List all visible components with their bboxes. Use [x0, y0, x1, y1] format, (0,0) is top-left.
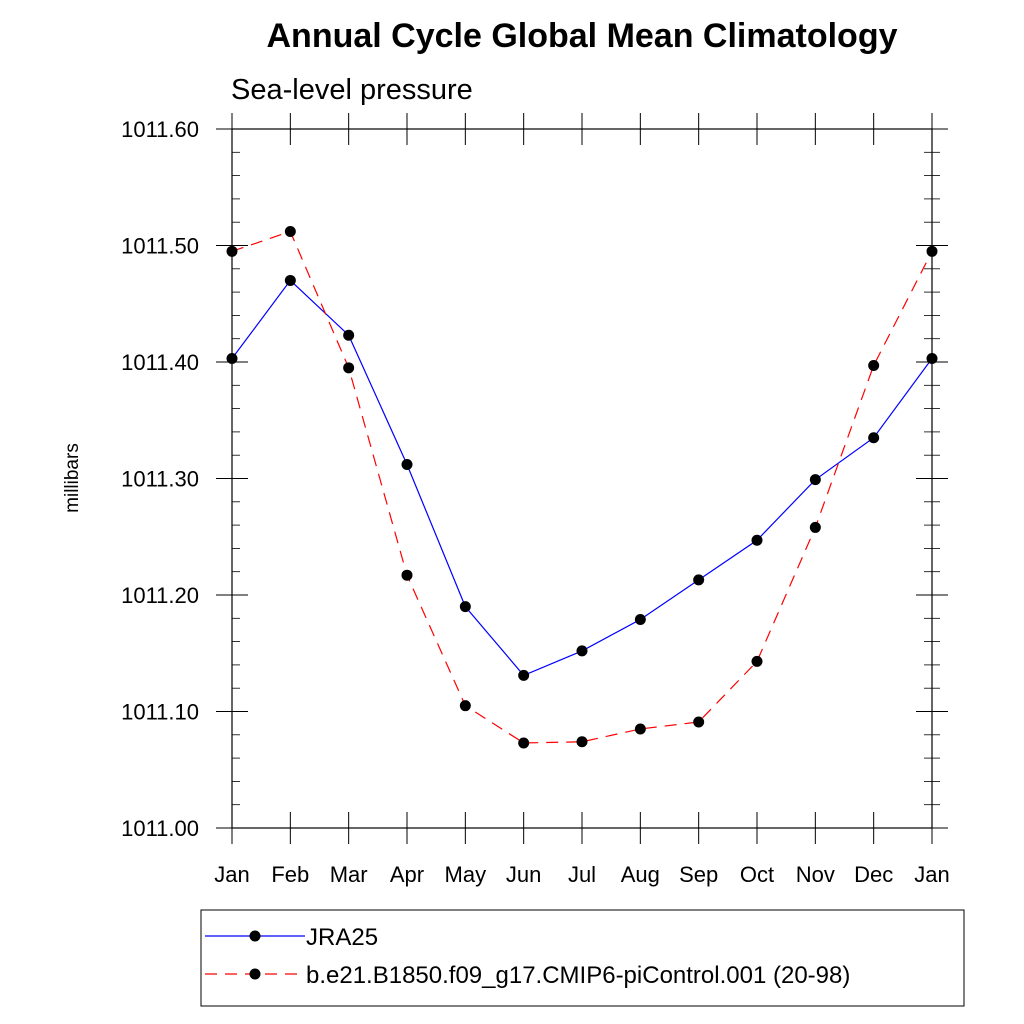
- data-point: [459, 601, 471, 613]
- x-tick-label: May: [445, 862, 487, 887]
- minor-ticks: [232, 128, 940, 829]
- data-point: [284, 274, 296, 286]
- legend-marker: [249, 968, 261, 980]
- data-point: [226, 353, 238, 365]
- data-point: [634, 723, 646, 735]
- x-tick-label: Mar: [330, 862, 368, 887]
- x-tick-label: Nov: [796, 862, 835, 887]
- chart-title: Annual Cycle Global Mean Climatology: [267, 17, 898, 55]
- legend: JRA25 b.e21.B1850.f09_g17.CMIP6-piControl…: [200, 909, 965, 1007]
- y-tick-label: 1011.10: [121, 700, 199, 725]
- y-tick-label: 1011.50: [121, 234, 199, 259]
- data-point: [926, 245, 938, 257]
- data-point: [809, 474, 821, 486]
- x-tick-label: Feb: [271, 862, 309, 887]
- legend-label: JRA25: [306, 924, 378, 951]
- y-tick-labels: 1011.00 1011.10 1011.20 1011.30 1011.40 1011.…: [121, 117, 199, 841]
- x-tick-label: Oct: [740, 862, 774, 887]
- data-point: [868, 359, 880, 371]
- data-point: [634, 613, 646, 625]
- y-axis-label: millibars: [62, 443, 83, 513]
- data-point: [693, 716, 705, 728]
- data-point: [751, 534, 763, 546]
- x-tick-label: Jun: [506, 862, 541, 887]
- x-tick-label: Aug: [621, 862, 660, 887]
- data-point: [693, 574, 705, 586]
- legend-label: b.e21.B1850.f09_g17.CMIP6-piControl.001 …: [306, 962, 850, 989]
- data-point: [401, 459, 413, 471]
- x-tick-label: Sep: [679, 862, 718, 887]
- legend-marker: [249, 930, 261, 942]
- y-tick-label: 1011.00: [121, 816, 199, 841]
- legend-frame: [200, 909, 965, 1007]
- data-point: [459, 700, 471, 712]
- x-tick-label: Jan: [214, 862, 249, 887]
- plot-frame: [231, 128, 933, 829]
- x-tick-labels: Jan Feb Mar Apr May Jun Jul Aug Sep Oct Nov Dec Jan: [214, 862, 949, 887]
- data-point: [401, 569, 413, 581]
- data-point: [343, 329, 355, 341]
- data-point: [284, 226, 296, 238]
- y-tick-label: 1011.20: [121, 583, 199, 608]
- data-point: [518, 669, 530, 681]
- y-tick-label: 1011.30: [121, 467, 199, 492]
- data-point: [343, 362, 355, 374]
- x-tick-label: Apr: [390, 862, 424, 887]
- data-point: [926, 353, 938, 365]
- data-point: [751, 655, 763, 667]
- data-point: [868, 432, 880, 444]
- x-tick-label: Jul: [568, 862, 596, 887]
- series-line-2: [231, 230, 933, 744]
- series-line-1: [231, 279, 933, 677]
- data-point: [518, 737, 530, 749]
- data-point: [226, 245, 238, 257]
- data-point: [809, 521, 821, 533]
- major-ticks: [216, 113, 948, 844]
- chart-subtitle: Sea-level pressure: [231, 74, 473, 106]
- x-tick-label: Jan: [914, 862, 949, 887]
- series-layer: [226, 226, 938, 749]
- x-tick-label: Dec: [854, 862, 893, 887]
- y-tick-label: 1011.40: [121, 350, 199, 375]
- y-tick-label: 1011.60: [121, 117, 199, 142]
- data-point: [576, 736, 588, 748]
- data-point: [576, 645, 588, 657]
